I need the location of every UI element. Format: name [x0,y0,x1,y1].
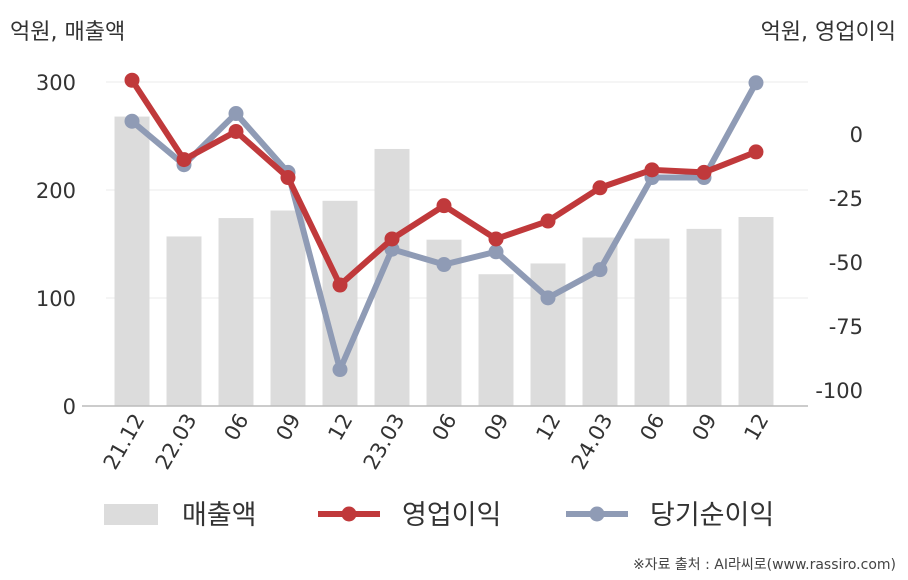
legend-marker-net-income [589,506,605,522]
x-tick-label: 09 [687,410,721,445]
point-net-income [592,262,608,278]
y-left-tick-label: 0 [63,395,76,419]
point-operating-profit [488,231,504,247]
point-operating-profit [280,170,296,186]
point-operating-profit [696,164,712,180]
bar-revenue [686,228,722,406]
point-operating-profit [644,162,660,178]
x-tick-label: 12 [531,410,565,445]
bar-revenue [166,236,202,406]
point-operating-profit [176,152,192,168]
point-operating-profit [436,198,452,214]
point-net-income [228,106,244,122]
x-tick-label: 09 [479,410,513,445]
legend-marker-operating-profit [341,506,357,522]
point-operating-profit [228,123,244,139]
y-right-tick-label: -100 [815,379,863,403]
right-axis-label: 억원, 영업이익 [760,20,896,45]
point-operating-profit [540,213,556,229]
y-right-tick-label: 0 [850,123,863,147]
point-net-income [436,257,452,273]
x-tick-label: 23.03 [359,410,410,474]
point-operating-profit [384,231,400,247]
bar-revenue [634,238,670,406]
point-net-income [540,290,556,306]
y-right-tick-label: -75 [829,315,863,339]
x-tick-label: 06 [427,410,461,445]
y-left-tick-label: 200 [36,179,76,203]
y-right-tick-label: -50 [829,251,863,275]
bar-revenue [270,210,306,406]
legend-label-net-income: 당기순이익 [650,500,774,531]
point-operating-profit [124,72,140,88]
x-tick-label: 06 [219,410,253,445]
bar-revenue [218,218,254,406]
x-tick-label: 09 [271,410,305,445]
bar-revenue [738,217,774,406]
point-net-income [124,113,140,129]
x-tick-label: 21.12 [99,410,150,474]
point-net-income [488,244,504,260]
x-tick-label: 12 [739,410,773,445]
x-tick-label: 06 [635,410,669,445]
left-axis-label: 억원, 매출액 [10,20,126,45]
legend-swatch-revenue [104,504,158,525]
bar-revenue [114,116,150,406]
x-tick-label: 12 [323,410,357,445]
y-left-tick-label: 300 [36,71,76,95]
point-net-income [748,75,764,91]
point-net-income [332,362,348,378]
point-operating-profit [332,277,348,293]
point-operating-profit [592,180,608,196]
y-left-tick-label: 100 [36,287,76,311]
point-operating-profit [748,144,764,160]
legend-label-revenue: 매출액 [182,500,257,531]
x-tick-label: 24.03 [567,410,618,474]
y-right-tick-label: -25 [829,187,863,211]
legend-label-operating-profit: 영업이익 [402,500,501,531]
source-note: ※자료 출처 : AI라씨로(www.rassiro.com) [632,557,896,573]
x-tick-label: 22.03 [151,410,202,474]
bar-revenue [478,274,514,406]
